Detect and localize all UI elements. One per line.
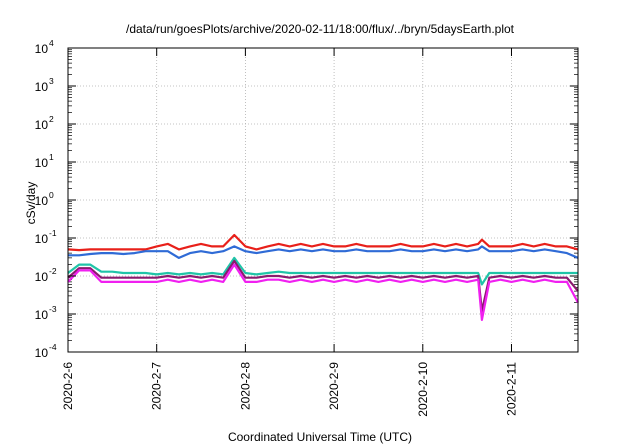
y-tick-label-base: 10 [35,308,49,322]
y-tick-label-base: 10 [35,156,49,170]
y-tick-label-base: 10 [35,80,49,94]
y-tick-label-base: 10 [35,232,49,246]
y-tick-label-exp: 3 [49,76,54,86]
x-tick-label: 2020-2-6 [61,362,75,410]
y-tick-label-base: 10 [35,194,49,208]
y-tick-label-exp: 0 [49,190,54,200]
y-tick-label-base: 10 [35,270,49,284]
y-tick-label-exp: -1 [49,228,57,238]
y-tick-label-exp: 4 [49,38,54,48]
x-axis-title: Coordinated Universal Time (UTC) [227,430,413,444]
y-axis-title: cSv/day [24,181,38,225]
x-tick-label: 2020-2-10 [416,362,430,417]
y-tick-label-base: 10 [35,42,49,56]
series-line-0 [67,233,579,252]
series-line-2 [67,256,578,286]
y-tick-label-base: 10 [35,118,49,132]
x-tick-label: 2020-2-9 [327,362,341,410]
series-line-4 [67,263,579,321]
x-tick-label: 2020-2-8 [238,362,252,410]
y-tick-label-base: 10 [35,346,49,360]
y-tick-label-exp: -3 [49,304,57,314]
x-tick-label: 2020-2-11 [504,362,518,416]
series-line-1 [68,245,579,259]
y-tick-label-exp: -2 [49,266,57,276]
series-line-3 [67,259,579,313]
chart-title: /data/run/goesPlots/archive/2020-02-11/1… [125,22,514,36]
y-tick-label-exp: -4 [49,342,57,352]
x-tick-label: 2020-2-7 [150,362,164,410]
y-tick-label-exp: 2 [49,114,54,124]
y-tick-label-exp: 1 [49,152,54,162]
